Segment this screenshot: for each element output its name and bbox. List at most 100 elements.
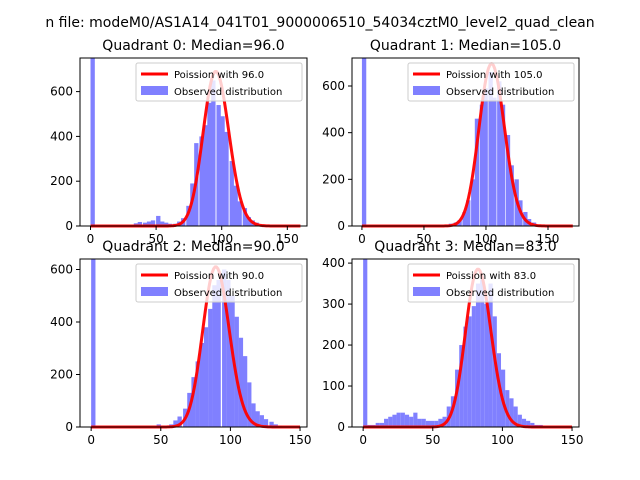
histogram-bar — [500, 104, 506, 226]
x-tick-label: 0 — [358, 232, 366, 246]
histogram-bar — [233, 185, 238, 226]
histogram-bar — [224, 131, 229, 226]
x-tick-label: 150 — [276, 232, 299, 246]
y-tick-label: 600 — [50, 263, 73, 277]
legend-bar-label: Observed distribution — [446, 87, 554, 98]
legend-line-label: Poission with 96.0 — [174, 70, 264, 81]
histogram-bar — [163, 222, 169, 226]
histogram-bar — [269, 421, 274, 427]
histogram-bar — [246, 217, 251, 226]
y-tick-label: 400 — [50, 315, 73, 329]
histogram-bar — [480, 279, 485, 427]
x-tick-label: 0 — [359, 433, 367, 447]
histogram-bar — [404, 414, 410, 427]
panel-quadrant-1: Quadrant 1: Median=105.0 0 50 100 150 0 200 400… — [322, 38, 580, 246]
histogram-bar — [229, 161, 234, 226]
axes-frame — [351, 258, 580, 428]
legend-bar-label: Observed distribution — [446, 288, 554, 299]
histogram-bar — [471, 179, 476, 226]
y-tick-label: 200 — [322, 338, 345, 352]
histogram-bar — [413, 412, 418, 427]
x-tick-label: 150 — [561, 433, 584, 447]
histogram-bar — [160, 221, 165, 226]
histogram-bar — [513, 406, 518, 427]
histogram-bar — [255, 411, 260, 427]
histogram-bar — [463, 326, 468, 427]
histogram-bar — [400, 412, 405, 427]
histogram-bar — [417, 418, 422, 427]
panel-title: Quadrant 0: Median=96.0 — [102, 38, 284, 54]
histogram-bar — [474, 118, 480, 226]
histogram-bar — [492, 97, 497, 226]
histogram-bar — [203, 327, 209, 427]
histogram-bar — [361, 58, 367, 226]
histogram-bar — [429, 420, 435, 427]
histogram-bar — [216, 105, 221, 226]
histogram-bar — [484, 304, 489, 427]
y-tick-label: 100 — [322, 379, 345, 393]
x-tick-label: 100 — [491, 433, 514, 447]
panel-quadrant-3: Quadrant 3: Median=83.0 0 50 100 150 0 100 200 3… — [322, 239, 583, 447]
legend: Poission with 83.0 Observed distribution — [407, 263, 575, 303]
histogram-bar — [251, 403, 256, 428]
legend-line-label: Poission with 90.0 — [174, 271, 264, 282]
histogram-bar — [207, 102, 212, 226]
legend-bar-label: Observed distribution — [174, 87, 282, 98]
y-tick-label: 200 — [50, 174, 73, 188]
histogram-bar — [199, 343, 205, 427]
histogram-bar — [216, 280, 221, 427]
histogram-bar — [530, 422, 535, 427]
y-tick-label: 200 — [322, 172, 345, 186]
histogram-bar — [392, 414, 397, 427]
histogram-bar — [220, 116, 225, 226]
x-tick-label: 0 — [87, 433, 95, 447]
histogram-bar — [137, 221, 143, 226]
histogram-bar — [211, 80, 216, 227]
histogram-bar — [505, 135, 511, 226]
panel-title: Quadrant 2: Median=90.0 — [102, 239, 284, 255]
panel-quadrant-0: Quadrant 0: Median=96.0 0 50 100 150 0 200 400 6… — [50, 38, 308, 246]
histogram-bar — [467, 316, 472, 427]
histogram-bar — [195, 361, 200, 428]
x-tick-label: 100 — [219, 433, 242, 447]
histogram-bar — [375, 422, 380, 427]
panel-title: Quadrant 1: Median=105.0 — [370, 38, 561, 54]
x-tick-label: 50 — [416, 232, 431, 246]
histogram-bar — [226, 280, 231, 427]
legend-box — [135, 62, 303, 102]
histogram-bar — [259, 415, 264, 427]
histogram-bar — [526, 420, 531, 427]
histogram-bar — [388, 416, 393, 427]
histogram-bar — [471, 306, 476, 427]
histogram-bar — [455, 369, 460, 427]
histogram-bar — [396, 412, 401, 427]
x-tick-label: 50 — [425, 433, 440, 447]
x-tick-label: 50 — [153, 433, 168, 447]
histogram-bar — [363, 259, 368, 427]
axes-frame — [79, 258, 308, 428]
panel-quadrant-2: Quadrant 2: Median=90.0 0 50 100 150 0 200 400 6… — [50, 239, 311, 447]
histogram-bar — [142, 222, 148, 226]
histogram-bar — [521, 418, 527, 427]
legend-line-label: Poission with 105.0 — [446, 70, 542, 81]
x-tick-label: 50 — [148, 232, 163, 246]
histogram-bar — [242, 208, 248, 226]
axes-frame — [351, 57, 580, 227]
histogram-bar — [459, 345, 464, 427]
y-tick-label: 400 — [50, 129, 73, 143]
legend: Poission with 96.0 Observed distribution — [135, 62, 303, 102]
y-tick-label: 600 — [50, 85, 73, 99]
y-tick-label: 300 — [322, 297, 345, 311]
y-tick-label: 0 — [337, 219, 345, 233]
legend: Poission with 90.0 Observed distribution — [135, 263, 303, 303]
histogram-bar — [488, 283, 493, 427]
x-tick-label: 100 — [210, 232, 233, 246]
histogram-bar — [91, 259, 96, 427]
histogram-bar — [247, 382, 252, 428]
histogram-bar — [438, 418, 443, 427]
histogram-bar — [479, 104, 485, 226]
histogram-bar — [517, 414, 522, 427]
histogram-bar — [509, 165, 514, 226]
histogram-bar — [191, 377, 196, 428]
